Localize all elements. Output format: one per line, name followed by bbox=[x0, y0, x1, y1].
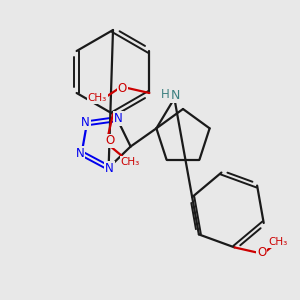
Text: N: N bbox=[114, 112, 123, 125]
Text: O: O bbox=[105, 134, 115, 148]
Text: N: N bbox=[105, 162, 114, 175]
Text: N: N bbox=[76, 147, 85, 161]
Text: N: N bbox=[81, 116, 90, 129]
Text: O: O bbox=[257, 246, 266, 259]
Text: H: H bbox=[161, 88, 170, 101]
Text: O: O bbox=[118, 82, 127, 94]
Text: CH₃: CH₃ bbox=[120, 157, 140, 167]
Text: CH₃: CH₃ bbox=[88, 93, 107, 103]
Text: CH₃: CH₃ bbox=[268, 237, 287, 248]
Text: N: N bbox=[171, 89, 180, 102]
